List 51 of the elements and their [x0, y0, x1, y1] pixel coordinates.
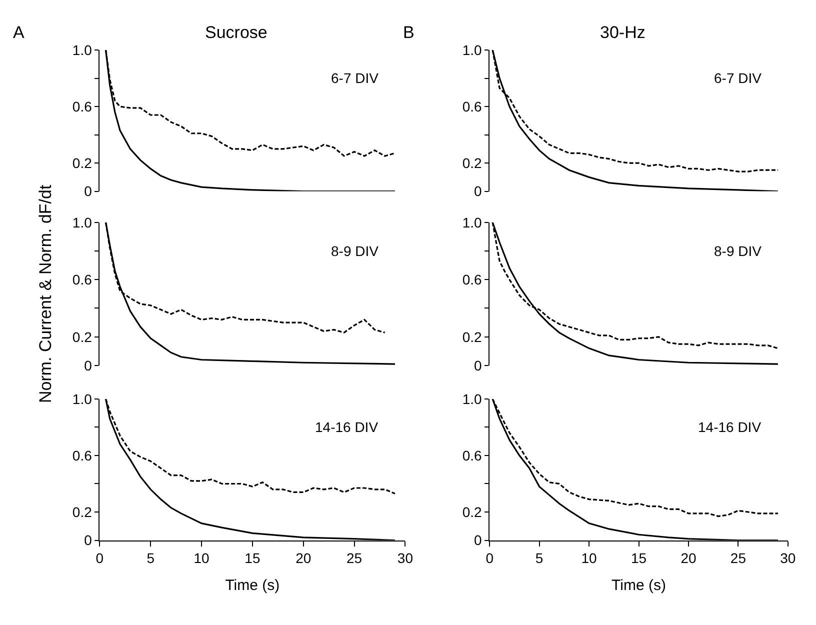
- y-tick-label: 1.0: [462, 390, 482, 407]
- y-tick-label: 0.6: [462, 272, 482, 288]
- y-tick-label: 0.2: [462, 504, 482, 520]
- y-tick-label: 0.2: [72, 504, 92, 520]
- x-axis-title: Time (s): [612, 577, 666, 594]
- y-axis-title: Norm. Current & Norm. dF/dt: [36, 184, 55, 404]
- y-tick-label: 0: [474, 532, 482, 548]
- text: A: [13, 23, 25, 42]
- text: B: [403, 23, 414, 42]
- y-tick-label: 0.2: [462, 154, 482, 171]
- x-tick-label: 15: [630, 550, 647, 566]
- y-tick-label: 1.0: [462, 42, 482, 58]
- y-tick-label: 1.0: [462, 214, 482, 230]
- y-tick-label: 0: [84, 183, 92, 200]
- x-tick-label: 5: [535, 550, 544, 566]
- annotation: 8-9 DIV: [714, 243, 762, 259]
- x-tick-label: 25: [346, 550, 362, 566]
- y-tick-label: 0.2: [72, 154, 92, 171]
- x-tick-label: 20: [680, 550, 696, 566]
- y-tick-label: 0.6: [462, 98, 482, 114]
- y-tick-label: 0.6: [72, 447, 92, 464]
- y-tick-label: 0.6: [462, 447, 482, 464]
- y-tick-label: 0.2: [72, 328, 92, 345]
- y-tick-label: 0: [84, 532, 92, 548]
- x-tick-label: 25: [730, 550, 746, 566]
- y-tick-label: 1.0: [72, 214, 92, 230]
- x-tick-label: 0: [96, 550, 104, 566]
- annotation: 14-16 DIV: [315, 419, 379, 435]
- y-tick-label: 0.2: [462, 328, 482, 345]
- x-tick-label: 5: [146, 550, 155, 566]
- y-tick-label: 1.0: [72, 42, 92, 58]
- x-tick-label: 30: [780, 550, 796, 566]
- x-tick-label: 10: [194, 550, 210, 566]
- y-tick-label: 0: [84, 357, 92, 374]
- chart-title: Sucrose: [205, 23, 268, 42]
- x-tick-label: 15: [244, 550, 260, 566]
- y-tick-label: 0.6: [72, 98, 92, 114]
- x-axis-title: Time (s): [225, 577, 280, 594]
- annotation: 14-16 DIV: [698, 419, 762, 435]
- annotation: 8-9 DIV: [331, 243, 380, 259]
- x-tick-label: 10: [581, 550, 598, 566]
- annotation: 6-7 DIV: [714, 70, 762, 86]
- x-tick-label: 0: [486, 550, 494, 566]
- y-tick-label: 0: [474, 183, 482, 200]
- annotation: 6-7 DIV: [331, 70, 380, 86]
- y-tick-label: 1.0: [72, 390, 92, 407]
- x-tick-label: 20: [296, 550, 312, 566]
- y-tick-label: 0.6: [72, 272, 92, 288]
- x-tick-label: 30: [397, 550, 414, 566]
- chart-title: 30-Hz: [600, 23, 646, 42]
- y-tick-label: 0: [474, 357, 482, 374]
